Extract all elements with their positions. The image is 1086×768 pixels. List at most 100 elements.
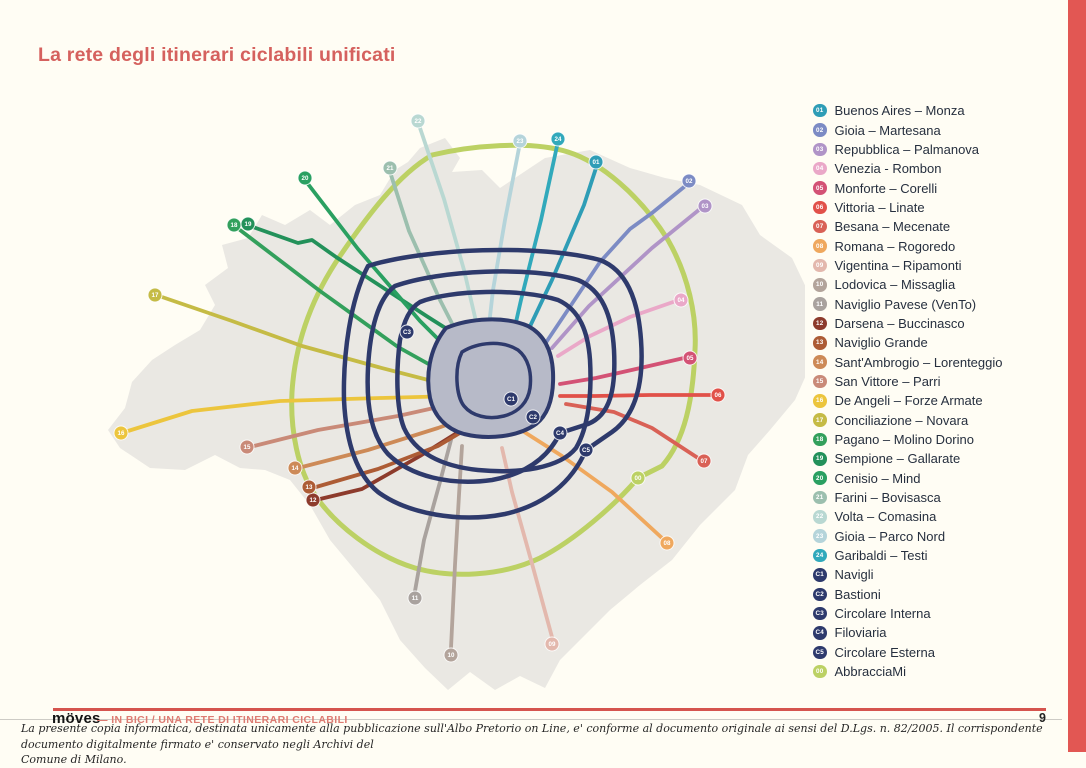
legend-badge: C5	[813, 645, 827, 660]
brand-logo: möves	[52, 710, 101, 727]
legend-badge: C4	[813, 626, 827, 640]
legend-label: San Vittore – Parri	[834, 373, 941, 389]
map-badge-08	[659, 535, 675, 551]
legend-badge: 23	[813, 529, 827, 543]
legend-label: Garibaldi – Testi	[834, 548, 928, 564]
legend-item: 12 Darsena – Buccinasco	[813, 314, 1053, 333]
map-badge-label-05: 05	[687, 355, 694, 362]
map-badge-label-16: 16	[118, 430, 125, 437]
map-badge-17	[147, 287, 163, 303]
legend-badge: 16	[813, 394, 827, 408]
legend-badge: 17	[813, 413, 827, 427]
legend-item: C2 Bastioni	[813, 585, 1053, 604]
legend-item: C3 Circolare Interna	[813, 604, 1053, 623]
legend-label: Buenos Aires – Monza	[834, 103, 965, 119]
map-badge-07	[696, 453, 712, 469]
legend-label: Gioia – Parco Nord	[834, 528, 946, 544]
legend-item: 05 Monforte – Corelli	[813, 178, 1053, 197]
legend-label: Naviglio Pavese (VenTo)	[834, 296, 977, 312]
legend-badge: 02	[813, 123, 827, 137]
map-badge-11	[407, 590, 423, 606]
route-line-06	[558, 393, 714, 398]
legend-item: 23 Gioia – Parco Nord	[813, 527, 1053, 546]
legend-badge: 11	[813, 297, 827, 311]
legend-label: De Angeli – Forze Armate	[834, 393, 983, 409]
route-line-18	[238, 228, 452, 378]
route-line-23	[486, 146, 521, 336]
map-badge-C1	[503, 391, 519, 407]
map-badge-label-20: 20	[302, 175, 309, 182]
legend: 01 Buenos Aires – Monza 02 Gioia – Martesan…	[813, 101, 1053, 681]
map-badge-21	[382, 160, 398, 176]
legend-item: 19 Sempione – Gallarate	[813, 449, 1053, 468]
legend-badge: 04	[813, 161, 827, 176]
legend-item: 22 Volta – Comasina	[813, 507, 1053, 526]
map-badge-23	[512, 133, 528, 149]
map-badge-00	[630, 470, 646, 486]
route-ring-00-abbracciami	[289, 142, 698, 577]
legend-label: Naviglio Grande	[834, 335, 928, 351]
map-badge-C5	[578, 442, 594, 458]
map-badge-label-14: 14	[292, 465, 299, 472]
legend-badge: 24	[813, 548, 827, 563]
legend-item: C1 Navigli	[813, 565, 1053, 584]
legend-badge: C3	[813, 606, 827, 621]
legend-label: Besana – Mecenate	[834, 219, 951, 235]
map-badge-label-15: 15	[244, 444, 251, 451]
route-line-08	[516, 426, 664, 540]
legend-item: 21 Farini – Bovisasca	[813, 488, 1053, 507]
legend-item: 04 Venezia - Rombon	[813, 159, 1053, 178]
legend-item: C5 Circolare Esterna	[813, 643, 1053, 662]
map-badge-label-24: 24	[555, 136, 562, 143]
legend-item: 00 AbbracciaMi	[813, 662, 1053, 681]
legend-badge: 09	[813, 258, 827, 273]
map-badge-C4	[552, 425, 568, 441]
map-badge-label-C1: C1	[507, 396, 515, 403]
map-badge-label-19: 19	[245, 221, 252, 228]
legend-badge: 06	[813, 200, 827, 215]
map-badge-20	[297, 170, 313, 186]
accent-side-bar	[1068, 0, 1086, 752]
legend-badge: 22	[813, 510, 827, 524]
legend-label: Pagano – Molino Dorino	[834, 432, 974, 448]
map-badge-19	[240, 216, 256, 232]
map-badge-04	[673, 292, 689, 308]
map-badge-24	[550, 131, 566, 147]
map-badge-label-08: 08	[664, 540, 671, 547]
legend-item: 14 Sant'Ambrogio – Lorenteggio	[813, 352, 1053, 371]
map-badge-label-23: 23	[517, 138, 524, 145]
map-badge-10	[443, 647, 459, 663]
legend-label: Conciliazione – Novara	[834, 412, 969, 428]
footer-hairline	[0, 719, 1062, 720]
map-badge-label-03: 03	[702, 203, 709, 210]
legal-disclaimer: La presente copia informatica, destinata…	[21, 721, 1051, 768]
legend-label: Filoviaria	[834, 625, 887, 641]
disclaimer-line-1: La presente copia informatica, destinata…	[21, 722, 1043, 751]
map-badge-label-02: 02	[686, 178, 693, 185]
legend-label: Vittoria – Linate	[834, 199, 925, 215]
map-badge-16	[113, 425, 129, 441]
legend-badge: 07	[813, 219, 827, 234]
legend-label: Darsena – Buccinasco	[834, 315, 965, 331]
map-badge-09	[544, 636, 560, 652]
map-badge-label-C2: C2	[529, 414, 537, 421]
legend-item: 08 Romana – Rogoredo	[813, 236, 1053, 255]
legend-badge: 03	[813, 142, 827, 157]
legend-badge: C2	[813, 587, 827, 602]
legend-badge: 18	[813, 432, 827, 447]
legend-item: 17 Conciliazione – Novara	[813, 411, 1053, 430]
legend-badge: 05	[813, 181, 827, 195]
route-line-22	[418, 126, 480, 332]
legend-item: 20 Cenisio – Mind	[813, 469, 1053, 488]
map-badge-label-07: 07	[701, 458, 708, 465]
route-line-10	[449, 444, 464, 650]
legend-badge: 12	[813, 316, 827, 331]
route-line-02	[543, 185, 686, 346]
legend-label: Sant'Ambrogio – Lorenteggio	[834, 354, 1003, 370]
legend-label: Romana – Rogoredo	[834, 238, 956, 254]
legend-item: 16 De Angeli – Forze Armate	[813, 391, 1053, 410]
map-badge-label-C5: C5	[582, 447, 590, 454]
route-line-19	[251, 225, 479, 350]
ring-C3	[395, 289, 593, 474]
legend-label: Bastioni	[834, 586, 881, 602]
